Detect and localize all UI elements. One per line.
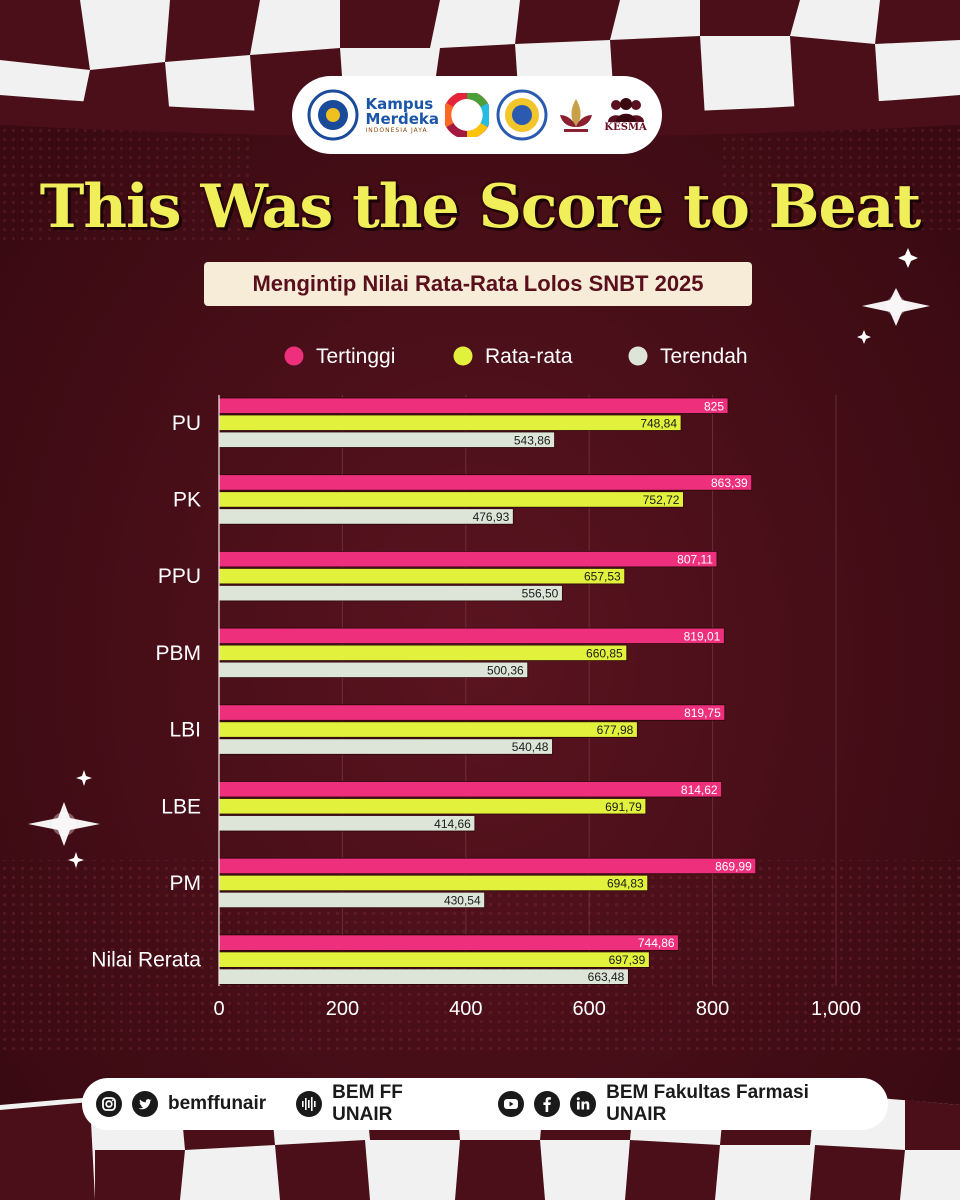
unair-seal-icon	[307, 89, 359, 141]
y-category-label: PK	[173, 488, 201, 511]
data-label: 556,50	[522, 587, 559, 601]
data-label: 414,66	[434, 817, 471, 831]
bar	[218, 704, 726, 721]
data-label: 819,01	[684, 629, 721, 643]
legend-label: Rata-rata	[485, 345, 573, 368]
x-tick-label: 400	[449, 998, 482, 1020]
data-label: 814,62	[681, 783, 718, 797]
bar	[218, 781, 723, 798]
data-label: 807,11	[677, 553, 713, 567]
podcast-name[interactable]: BEM FF UNAIR	[332, 1082, 403, 1125]
bar	[218, 721, 638, 738]
youtube-icon[interactable]	[498, 1091, 525, 1117]
legend-marker	[628, 346, 648, 366]
data-label: 748,84	[640, 416, 677, 430]
y-category-label: PPU	[158, 565, 201, 588]
data-label: 819,75	[684, 706, 721, 720]
x-tick-label: 800	[696, 998, 729, 1020]
social-handle[interactable]: bemffunair	[168, 1093, 267, 1114]
data-label: 744,86	[638, 936, 675, 950]
footer-social-bar: bemffunair BEM FF UNAIR BEM Fakultas Far…	[82, 1078, 888, 1130]
legend-label: Terendah	[660, 345, 748, 368]
data-label: 825	[704, 399, 724, 413]
x-tick-label: 1,000	[811, 998, 861, 1020]
linkedin-icon[interactable]	[570, 1091, 597, 1117]
bar	[218, 474, 753, 491]
bar	[218, 874, 649, 892]
bar	[218, 568, 626, 585]
bar	[218, 857, 757, 875]
x-tick-label: 200	[326, 998, 359, 1020]
bar	[218, 934, 679, 951]
data-label: 543,86	[514, 433, 551, 447]
legend-marker	[284, 346, 304, 366]
podcast-waveform-icon[interactable]	[296, 1091, 323, 1117]
data-label: 540,48	[512, 740, 549, 754]
page-title: This Was the Score to Beat	[39, 172, 922, 242]
kesma-label: KESMA	[604, 121, 647, 133]
bar	[218, 738, 553, 755]
bar	[218, 644, 628, 661]
bar	[218, 491, 684, 508]
bar-chart: 0 200 400 600 800 1,000 Tertinggi Rata-rata Tere…	[91, 345, 861, 1020]
data-label: 663,48	[588, 970, 625, 984]
data-label: 694,83	[607, 876, 644, 890]
partner-logos: Kampus Merdeka INDONESIA JAYA	[292, 76, 662, 154]
bar	[218, 968, 629, 985]
bar	[218, 551, 718, 568]
data-label: 677,98	[597, 723, 634, 737]
bar	[218, 627, 725, 644]
legend-label: Tertinggi	[316, 345, 395, 368]
bar	[218, 431, 555, 448]
sparkle-icon	[28, 248, 930, 868]
data-label: 657,53	[584, 570, 621, 584]
legend-marker	[453, 346, 473, 366]
data-label: 430,54	[444, 893, 481, 907]
data-label: 476,93	[473, 510, 510, 524]
twitter-icon[interactable]	[132, 1091, 158, 1117]
bar	[218, 951, 650, 968]
indonesia-jaya-label: INDONESIA JAYA	[365, 126, 428, 134]
kesma-logo: KESMA	[604, 97, 647, 133]
y-category-label: LBI	[169, 719, 201, 742]
data-label: 500,36	[487, 663, 524, 677]
lotus-emblem-icon	[554, 93, 598, 137]
bar	[218, 414, 682, 431]
people-icon	[607, 97, 644, 122]
bar	[218, 661, 529, 678]
data-label: 869,99	[715, 859, 752, 873]
data-label: 697,39	[609, 953, 646, 967]
bar	[218, 397, 729, 414]
facebook-icon[interactable]	[534, 1091, 561, 1117]
page-subtitle: Mengintip Nilai Rata-Rata Lolos SNBT 202…	[204, 262, 752, 306]
merdeka-label: Merdeka	[365, 109, 440, 128]
organization-name[interactable]: BEM Fakultas Farmasi UNAIR	[606, 1082, 809, 1125]
bem-ff-seal-icon	[496, 89, 548, 141]
kampus-merdeka-logo: Kampus Merdeka INDONESIA JAYA	[365, 94, 440, 134]
data-label: 660,85	[586, 646, 623, 660]
x-tick-label: 0	[213, 998, 224, 1020]
instagram-icon[interactable]	[96, 1091, 122, 1117]
data-label: 691,79	[605, 800, 642, 814]
data-label: 752,72	[643, 493, 680, 507]
sdgs-wheel-icon	[445, 93, 490, 137]
bar	[218, 508, 514, 525]
y-category-label: PM	[170, 872, 202, 895]
y-category-label: PU	[172, 412, 201, 435]
kampus-label: Kampus	[365, 94, 434, 113]
bar	[218, 798, 647, 815]
y-category-label: Nilai Rerata	[91, 949, 201, 972]
checkered-band-top	[0, 0, 960, 138]
data-label: 863,39	[711, 476, 748, 490]
y-category-label: LBE	[161, 795, 201, 818]
y-category-label: PBM	[155, 642, 201, 665]
x-tick-label: 600	[573, 998, 606, 1020]
bar	[218, 585, 563, 602]
